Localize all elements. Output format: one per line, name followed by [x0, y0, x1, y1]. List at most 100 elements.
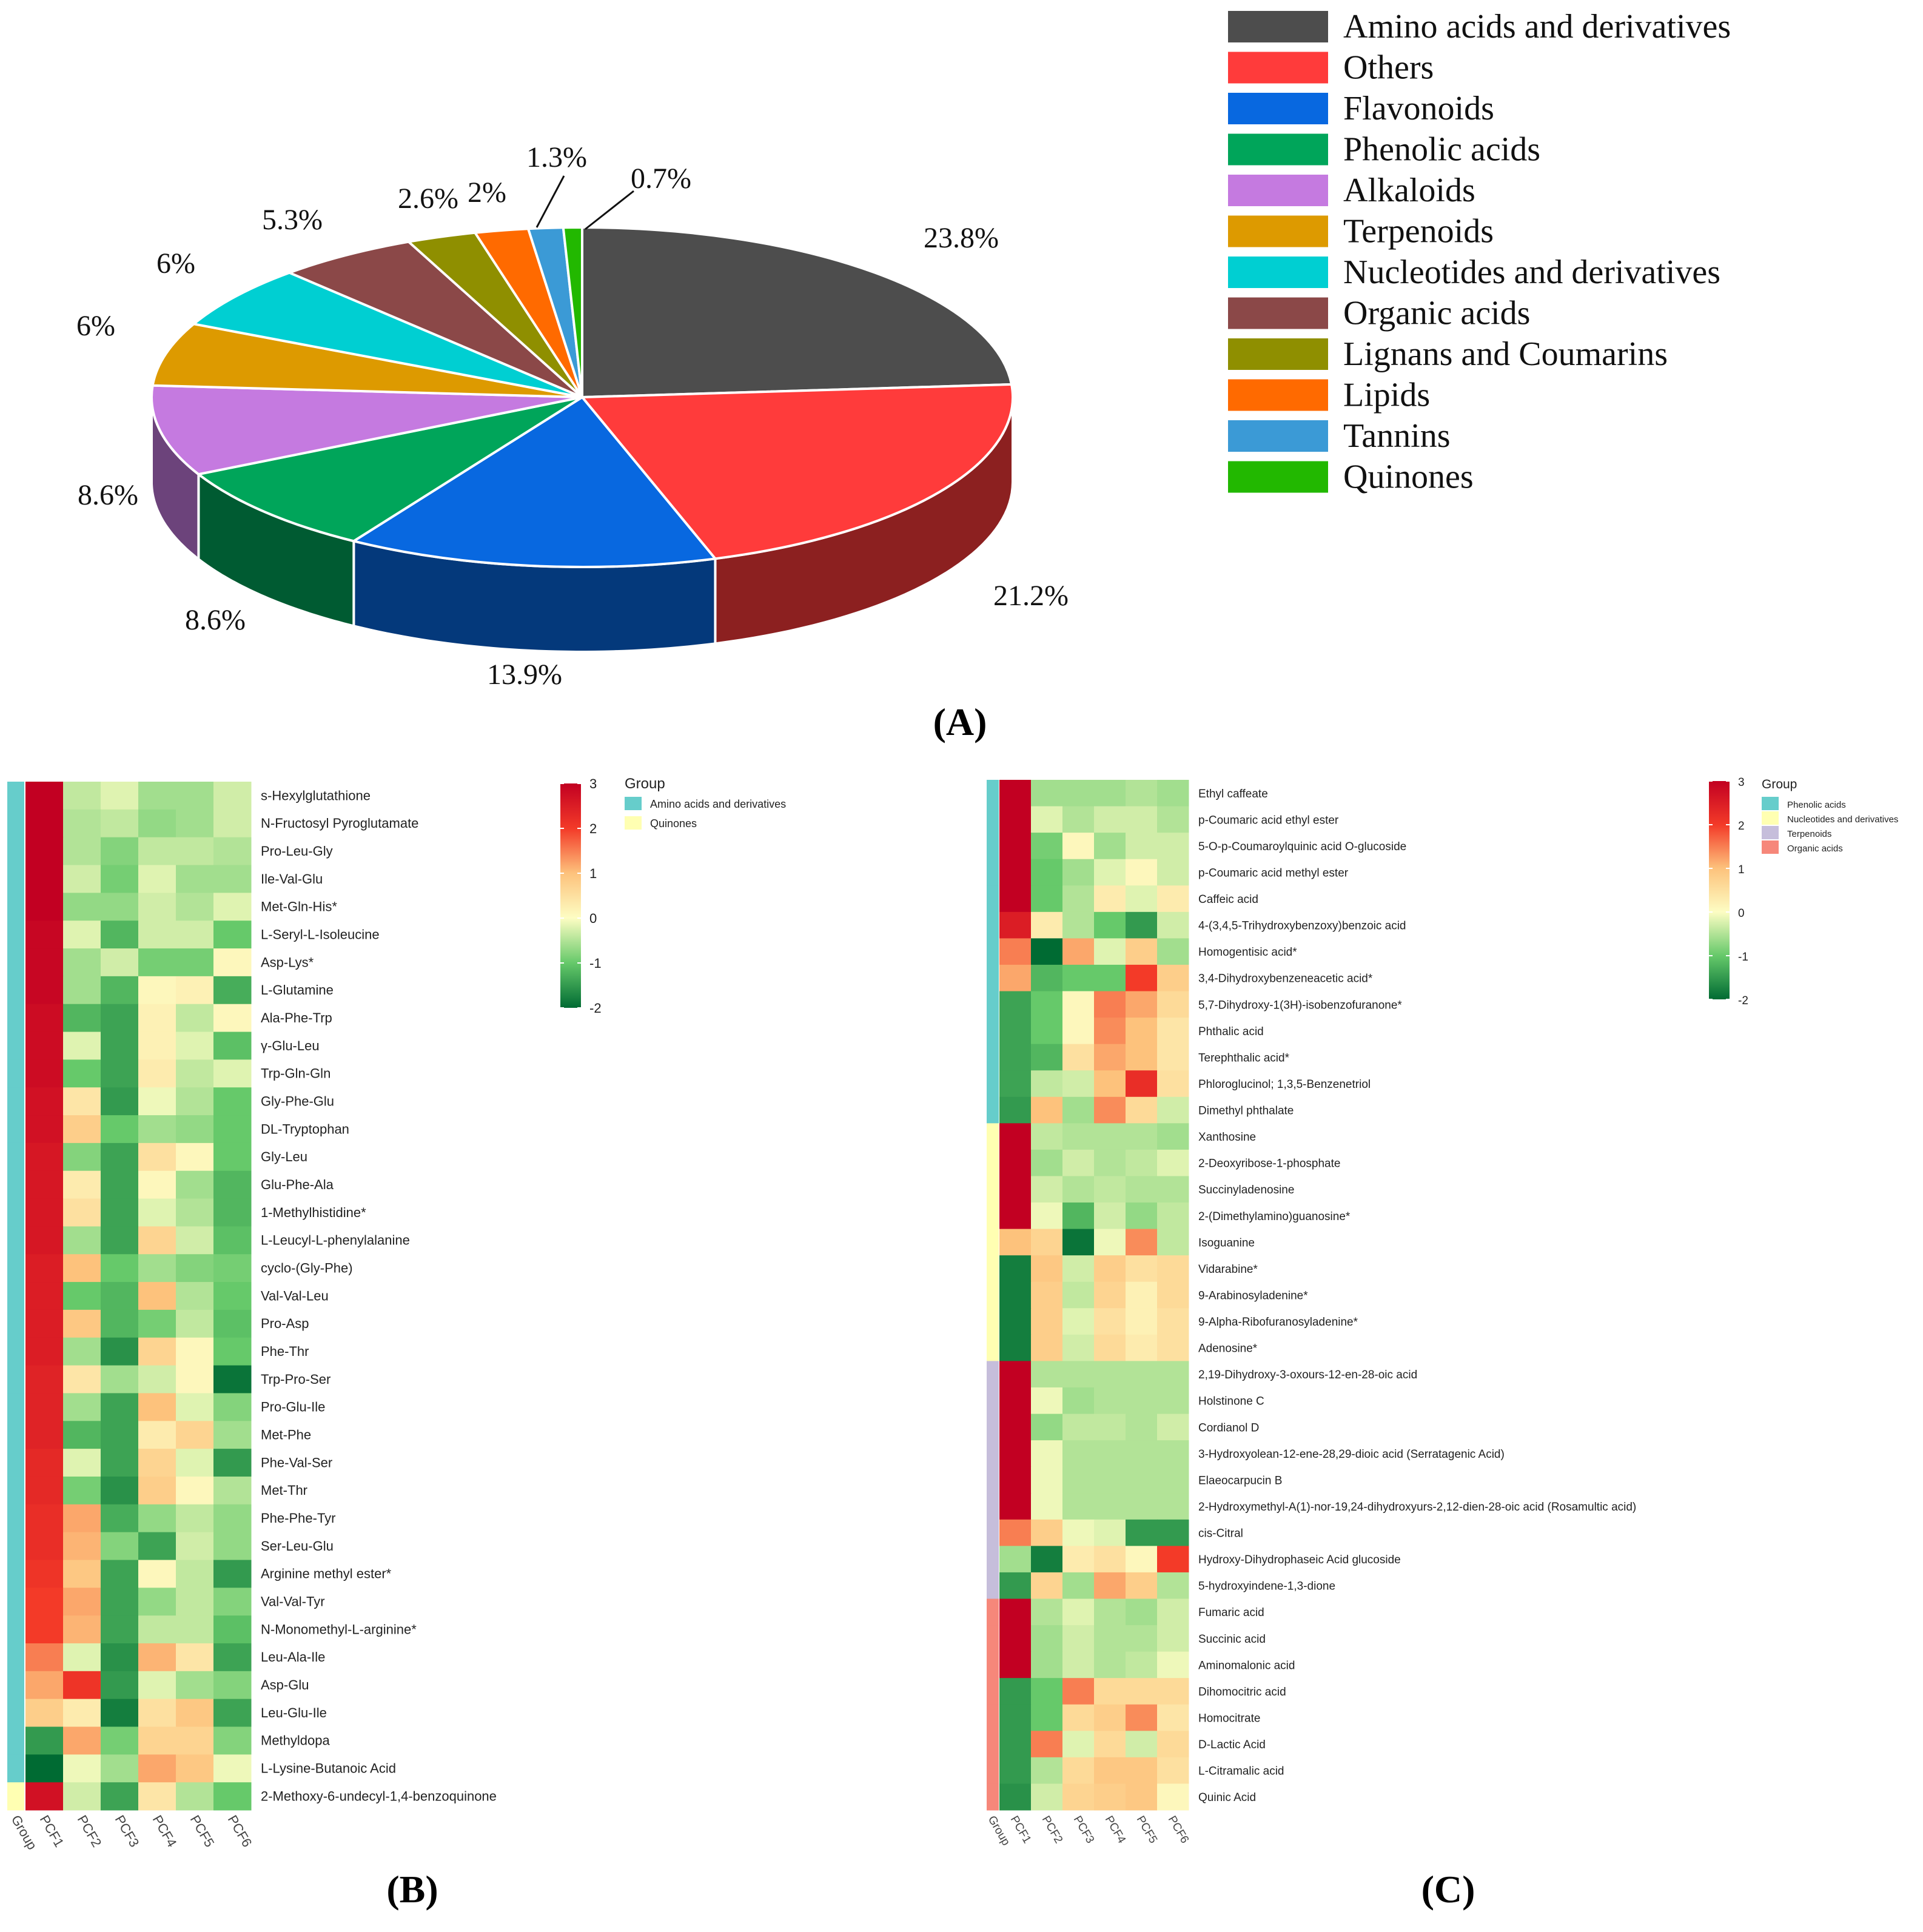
group-cell [987, 885, 999, 913]
heatmap-cell [101, 1449, 139, 1477]
heatmap-cell [63, 1588, 101, 1616]
heatmap-cell [25, 1615, 64, 1644]
heatmap-cell [1031, 1229, 1063, 1256]
heatmap-cell [176, 1254, 214, 1283]
heatmap-cell [213, 1309, 252, 1338]
group-cell [7, 1671, 24, 1700]
heatmap-cell [1031, 859, 1063, 886]
heatmap-cell [25, 809, 64, 838]
row-label: Pro-Glu-Ile [261, 1400, 325, 1415]
group-cell [987, 1387, 999, 1415]
heatmap-cell [63, 1226, 101, 1255]
heatmap-cell [138, 1643, 176, 1672]
heatmap-cell [1062, 859, 1095, 886]
heatmap-cell [1062, 806, 1095, 833]
heatmap-cell [1126, 1651, 1158, 1679]
heatmap-cell [138, 1449, 176, 1477]
heatmap-cell [63, 1671, 101, 1700]
heatmap-cell [101, 1004, 139, 1033]
heatmap-cell [1094, 1044, 1126, 1071]
heatmap-cell [25, 1142, 64, 1172]
group-cell [987, 911, 999, 939]
heatmap-cell [101, 809, 139, 838]
heatmap-cell [1062, 1018, 1095, 1045]
heatmap-cell [213, 893, 252, 921]
heatmap-cell [63, 1449, 101, 1477]
heatmap-cell [25, 1393, 64, 1421]
heatmap-c: Ethyl caffeate p-Coumaric acid ethyl este… [985, 776, 1899, 1848]
heatmap-cell [63, 948, 101, 977]
heatmap-cell [138, 1170, 176, 1199]
row-label: Arginine methyl ester* [261, 1566, 392, 1581]
row-label: Leu-Ala-Ile [261, 1649, 325, 1665]
row-label: Met-Thr [261, 1483, 307, 1498]
heatmap-cell [101, 1365, 139, 1394]
heatmap-cell [101, 1699, 139, 1727]
heatmap-cell [176, 976, 214, 1005]
legend-swatch-11 [1228, 461, 1328, 493]
heatmap-cell [101, 1476, 139, 1505]
heatmap-cell [25, 1059, 64, 1088]
pie-slice-6 [190, 271, 583, 398]
row-label: Ile-Val-Glu [261, 871, 323, 887]
group-cell [987, 1044, 999, 1071]
group-cell [987, 1493, 999, 1520]
row-label: Asp-Glu [261, 1677, 309, 1692]
heatmap-cell [999, 1334, 1032, 1361]
heatmap-cell [1126, 1440, 1158, 1467]
heatmap-cell [213, 1504, 252, 1533]
row-label: 1-Methylhistidine* [261, 1205, 366, 1220]
heatmap-cell [63, 1421, 101, 1449]
heatmap-cell [1094, 1678, 1126, 1705]
heatmap-cell [176, 1170, 214, 1199]
heatmap-cell [25, 1726, 64, 1755]
heatmap-cell [1062, 1704, 1095, 1731]
heatmap-cell [138, 1282, 176, 1310]
heatmap-cell [1031, 1414, 1063, 1441]
row-label: p-Coumaric acid ethyl ester [1198, 814, 1339, 827]
heatmap-cell [101, 1282, 139, 1310]
panel-label-a: (A) [933, 700, 987, 743]
heatmap-cell [1062, 1546, 1095, 1573]
pie-label-7: 5.3% [262, 204, 323, 236]
heatmap-cell [138, 1087, 176, 1116]
heatmap-cell [176, 782, 214, 810]
heatmap-cell [1062, 1361, 1095, 1388]
row-label: p-Coumaric acid methyl ester [1198, 867, 1349, 879]
heatmap-cell [101, 921, 139, 949]
heatmap-cell [63, 1282, 101, 1310]
heatmap-cell [1126, 964, 1158, 992]
heatmap-cell [1157, 1018, 1189, 1045]
heatmap-cell [138, 1337, 176, 1366]
heatmap-cell [176, 893, 214, 921]
heatmap-cell [213, 948, 252, 977]
heatmap-cell [1126, 1361, 1158, 1388]
row-label: Phe-Phe-Tyr [261, 1511, 336, 1526]
heatmap-cell [999, 833, 1032, 860]
row-label: Dihomocitric acid [1198, 1686, 1286, 1699]
row-label: L-Seryl-L-Isoleucine [261, 927, 380, 942]
heatmap-cell [1094, 1387, 1126, 1415]
group-cell [7, 1588, 24, 1616]
heatmap-cell [63, 837, 101, 866]
heatmap-cell [1094, 1229, 1126, 1256]
heatmap-cell [101, 976, 139, 1005]
heatmap-cell [213, 1615, 252, 1644]
heatmap-cell [1157, 1466, 1189, 1494]
heatmap-cell [213, 1671, 252, 1700]
heatmap-cell [1094, 806, 1126, 833]
group-cell [987, 1757, 999, 1784]
pie-label-10: 1.3% [526, 141, 587, 173]
heatmap-cell [138, 1726, 176, 1755]
row-label: Gly-Phe-Glu [261, 1093, 334, 1109]
heatmap-cell [999, 1651, 1032, 1679]
group-legend-label: Quinones [650, 817, 697, 830]
heatmap-cell [213, 1393, 252, 1421]
heatmap-cell [176, 865, 214, 893]
row-label: Ser-Leu-Glu [261, 1538, 334, 1554]
heatmap-cell [999, 1361, 1032, 1388]
group-legend-label: Organic acids [1787, 844, 1843, 854]
row-label: 3-Hydroxyolean-12-ene-28,29-dioic acid (… [1198, 1448, 1505, 1461]
row-label: 5-hydroxyindene-1,3-dione [1198, 1580, 1335, 1593]
row-label: Leu-Glu-Ile [261, 1705, 327, 1720]
